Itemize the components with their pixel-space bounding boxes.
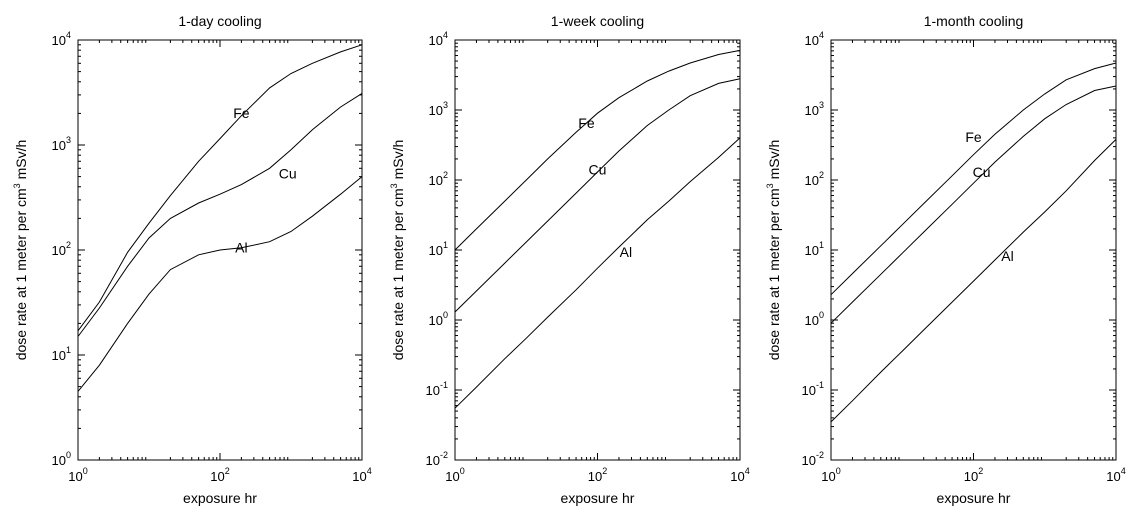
- y-axis-label: dose rate at 1 meter per cm3 mSv/h: [12, 140, 29, 361]
- series-label-cu: Cu: [279, 165, 297, 181]
- x-axis-label: exposure hr: [937, 490, 1011, 506]
- chart-title: 1-month cooling: [924, 13, 1024, 29]
- y-tick-label: 103: [429, 100, 448, 118]
- y-tick-label: 101: [429, 240, 448, 258]
- series-line-cu: [830, 85, 1117, 324]
- y-tick-label: 104: [429, 30, 448, 48]
- x-tick-label: 100: [445, 466, 464, 484]
- series-label-cu: Cu: [589, 161, 607, 177]
- y-axis-label: dose rate at 1 meter per cm3 mSv/h: [765, 140, 782, 361]
- x-tick-label: 100: [821, 466, 840, 484]
- plot-frame: [454, 39, 741, 461]
- y-tick-label: 10-1: [426, 380, 448, 398]
- series-line-cu: [77, 92, 363, 337]
- series-label-al: Al: [620, 244, 632, 260]
- x-tick-label: 104: [730, 466, 749, 484]
- chart-panel-2: 1-week cooling exposure hr dose rate at 1 …: [389, 13, 750, 506]
- series-line-fe: [454, 49, 741, 251]
- x-tick-label: 104: [1106, 466, 1125, 484]
- series-line-fe: [830, 62, 1117, 296]
- series-line-al: [77, 176, 363, 392]
- series-line-fe: [77, 44, 363, 332]
- y-tick-label: 100: [52, 450, 71, 468]
- y-tick-label: 103: [805, 100, 824, 118]
- x-axis-label: exposure hr: [183, 490, 257, 506]
- chart-title: 1-day cooling: [178, 13, 261, 29]
- y-tick-label: 102: [805, 170, 824, 188]
- series-label-fe: Fe: [578, 115, 595, 131]
- series-label-fe: Fe: [965, 129, 982, 145]
- y-tick-label: 100: [805, 310, 824, 328]
- x-tick-label: 104: [352, 466, 371, 484]
- y-tick-label: 102: [52, 240, 71, 258]
- y-tick-label: 103: [52, 135, 71, 153]
- series-label-fe: Fe: [233, 105, 250, 121]
- y-tick-label: 101: [52, 345, 71, 363]
- y-tick-label: 101: [805, 240, 824, 258]
- y-tick-label: 10-2: [802, 450, 824, 468]
- y-tick-label: 104: [805, 30, 824, 48]
- x-tick-label: 102: [964, 466, 983, 484]
- x-axis-label: exposure hr: [561, 490, 635, 506]
- series-line-cu: [454, 78, 741, 313]
- chart-panel-3: 1-month cooling exposure hr dose rate at 1…: [765, 13, 1126, 506]
- y-tick-label: 10-1: [802, 380, 824, 398]
- y-tick-label: 104: [52, 30, 71, 48]
- series-label-al: Al: [1001, 248, 1013, 264]
- y-tick-label: 10-2: [426, 450, 448, 468]
- plot-frame: [830, 39, 1117, 461]
- y-tick-label: 102: [429, 170, 448, 188]
- y-axis-label: dose rate at 1 meter per cm3 mSv/h: [389, 140, 406, 361]
- y-tick-label: 100: [429, 310, 448, 328]
- chart-title: 1-week cooling: [551, 13, 644, 29]
- series-line-al: [454, 137, 741, 409]
- x-tick-label: 102: [210, 466, 229, 484]
- x-tick-label: 100: [68, 466, 87, 484]
- series-label-al: Al: [235, 239, 247, 255]
- chart-panel-1: 1-day cooling exposure hr dose rate at 1 m…: [12, 13, 372, 506]
- series-label-cu: Cu: [973, 164, 991, 180]
- series-line-al: [830, 139, 1117, 423]
- x-tick-label: 102: [588, 466, 607, 484]
